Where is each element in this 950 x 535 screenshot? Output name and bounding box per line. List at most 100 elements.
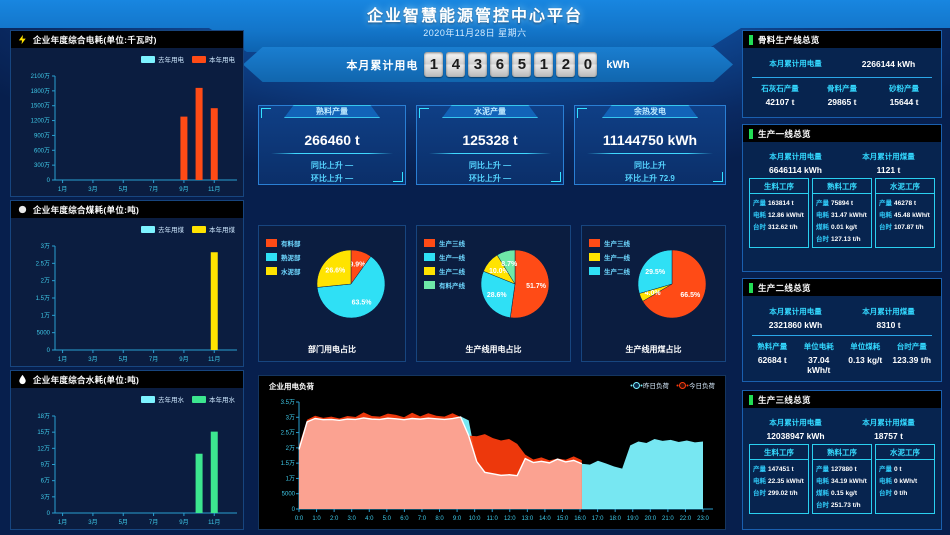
- process-header: 水泥工序: [876, 445, 934, 460]
- metric-value: 62684 t: [757, 355, 787, 365]
- legend-item: 水泥部: [266, 266, 301, 276]
- process-body: 产量 147451 t 电耗 22.35 kWh/t 台时 299.02 t/h: [750, 460, 808, 501]
- legend-label: 本年用电: [209, 57, 235, 64]
- metric-label: 本月累计用电量: [769, 152, 822, 161]
- svg-text:15万: 15万: [37, 429, 50, 436]
- bar-chart-water: 0 3万 6万 9万 12万 15万 18万 1月 3月 5月 7月 9月 11月: [37, 413, 237, 526]
- chart-legend: 去年用电 本年用电: [141, 54, 235, 64]
- odometer-digit: 5: [512, 52, 532, 77]
- panel-line-coal-share: 生产三线 生产一线 生产二线 66.5% 4.0% 29.5% 生产线用煤占比: [581, 225, 726, 362]
- process-metric: 电耗 0 kWh/t: [879, 475, 931, 485]
- svg-text:0: 0: [47, 348, 51, 354]
- metric: 砂粉产量 15644 t: [873, 83, 935, 107]
- metric-value: 46278 t: [894, 200, 917, 207]
- metric-label: 电耗: [753, 212, 766, 219]
- legend-swatch: [589, 267, 600, 275]
- chart-legend: 去年用水 本年用水: [141, 394, 235, 404]
- svg-text:12万: 12万: [37, 445, 50, 452]
- odometer: 1 4 3 6 5 1 2 0: [424, 52, 598, 77]
- panel-body: 本月累计用电量 12038947 kWh 本月累计用煤量 18757 t 生料工…: [743, 408, 941, 520]
- panel-header: 企业年度综合煤耗(单位:吨): [11, 201, 243, 218]
- svg-text:600万: 600万: [34, 147, 50, 154]
- divider: [752, 335, 932, 336]
- legend-swatch: [424, 267, 435, 275]
- svg-text:18:0: 18:0: [609, 516, 621, 522]
- metric-label: 本月累计用电量: [769, 59, 822, 68]
- legend-item: 生产一线: [589, 252, 630, 262]
- metric-value: 34.19 kWh/t: [831, 478, 867, 485]
- marker-icon: [749, 128, 753, 139]
- svg-text:11月: 11月: [208, 356, 220, 363]
- panel-annual-coal: 企业年度综合煤耗(单位:吨) 去年用煤 本年用煤 0 5000 1万 1.5万 2万 2.…: [10, 200, 244, 367]
- metric-value: 42107 t: [765, 97, 795, 107]
- divider: [587, 153, 713, 154]
- kpi-header: 余热发电: [602, 105, 698, 118]
- svg-text:7月: 7月: [149, 519, 158, 526]
- svg-text:19:0: 19:0: [627, 516, 639, 522]
- legend-swatch: [266, 267, 277, 275]
- kpi-title: 余热发电: [634, 107, 666, 116]
- svg-text:0: 0: [47, 511, 51, 517]
- svg-text:0: 0: [47, 178, 51, 184]
- legend-label: 去年用电: [158, 57, 184, 64]
- process-body: 产量 0 t 电耗 0 kWh/t 台时 0 t/h: [876, 460, 934, 501]
- process-metric: 电耗 12.86 kWh/t: [753, 209, 805, 219]
- metric-label: 产量: [879, 466, 892, 473]
- metric-label: 产量: [753, 200, 766, 207]
- metric-value: 0.15 kg/t: [831, 490, 858, 497]
- metric-value: 29865 t: [827, 97, 857, 107]
- svg-text:13:0: 13:0: [522, 516, 534, 522]
- svg-text:1月: 1月: [58, 356, 67, 363]
- svg-text:0:0: 0:0: [295, 516, 304, 522]
- panel-body: 本月累计用电量 6646114 kWh 本月累计用煤量 1121 t 生料工序 …: [743, 142, 941, 254]
- metric: 本月累计用煤量 18757 t: [842, 417, 935, 441]
- legend-item: 昨日负荷: [633, 380, 669, 390]
- coal-icon: [18, 205, 27, 214]
- odometer-digit: 4: [446, 52, 466, 77]
- process-title: 水泥工序: [890, 181, 920, 191]
- process-header: 水泥工序: [876, 179, 934, 194]
- chart-title: 部门用电占比: [308, 345, 356, 354]
- metric-value: 127880 t: [831, 466, 857, 473]
- panel-title: 企业年度综合电耗(单位:千瓦时): [33, 34, 157, 45]
- process-header: 生料工序: [750, 445, 808, 460]
- kpi-mom: 环比上升 —: [468, 174, 512, 183]
- metric-value: 22.35 kWh/t: [768, 478, 804, 485]
- metric-label: 台时: [816, 502, 829, 509]
- svg-text:5000: 5000: [282, 492, 296, 498]
- metric-label: 砂粉产量: [889, 84, 919, 93]
- process-metric: 台时 0 t/h: [879, 487, 931, 497]
- metric-value: 0.01 kg/t: [831, 224, 858, 231]
- process-metric: 煤耗 0.01 kg/t: [816, 221, 868, 231]
- svg-text:2.5万: 2.5万: [281, 430, 295, 437]
- metric-value: 0 t/h: [894, 490, 908, 497]
- process-card-raw-meal: 生料工序 产量 163814 t 电耗 12.86 kWh/t 台时 312.62 t…: [749, 178, 809, 248]
- svg-text:1月: 1月: [58, 519, 67, 526]
- process-metric: 台时 251.73 t/h: [816, 499, 868, 509]
- pie-chart: 51.7% 28.6% 10.0%8.7%: [480, 249, 550, 319]
- process-card-raw-meal: 生料工序 产量 147451 t 电耗 22.35 kWh/t 台时 299.02 t…: [749, 444, 809, 514]
- summary-row: 本月累计用电量 6646114 kWh 本月累计用煤量 1121 t: [749, 151, 935, 175]
- svg-text:1200万: 1200万: [31, 118, 50, 125]
- kpi-yoy: 同比上升: [634, 161, 666, 170]
- marker-icon: [749, 394, 753, 405]
- metric-label: 台时产量: [896, 342, 927, 351]
- kpi-mom: 环比上升 —: [310, 174, 354, 183]
- panel-header: 生产三线总览: [743, 391, 941, 408]
- kpi-title: 熟料产量: [316, 107, 348, 116]
- svg-text:28.6%: 28.6%: [487, 292, 508, 299]
- panel-title: 企业年度综合水耗(单位:吨): [33, 374, 140, 385]
- metric: 单位煤耗 0.13 kg/t: [842, 341, 889, 375]
- panel-header: 生产一线总览: [743, 125, 941, 142]
- kpi-mom: 环比上升 72.9: [625, 174, 675, 183]
- panel-title: 生产一线总览: [758, 128, 811, 139]
- metric-label: 电耗: [816, 212, 829, 219]
- metric-value: 312.62 t/h: [768, 224, 798, 231]
- divider: [271, 153, 393, 154]
- kpi-card-cement: 水泥产量 125328 t 同比上升 — 环比上升 —: [416, 105, 564, 185]
- svg-text:1:0: 1:0: [312, 516, 321, 522]
- metric: 2266144 kWh: [842, 58, 935, 72]
- metric-value: 37.04 kWh/t: [807, 355, 831, 375]
- monthly-total-unit: kWh: [606, 58, 630, 71]
- svg-text:9:0: 9:0: [453, 516, 462, 522]
